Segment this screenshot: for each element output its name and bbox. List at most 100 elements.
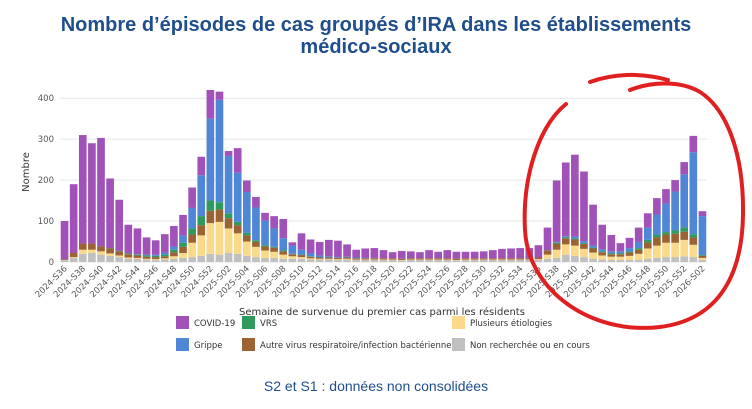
- bar-segment: [498, 248, 506, 259]
- bar-segment: [242, 180, 251, 192]
- bar-segment: [124, 257, 133, 259]
- bar-segment: [680, 227, 689, 232]
- bar-segment: [270, 216, 278, 229]
- bars: [60, 90, 707, 262]
- bar-segment: [78, 253, 87, 262]
- bar-segment: [361, 248, 370, 258]
- bar-segment: [133, 255, 142, 258]
- bar-segment: [689, 234, 698, 238]
- bar-segment: [206, 118, 215, 201]
- bar-segment: [698, 255, 707, 258]
- legend: COVID-19 VRS Plusieurs étiologies Grippe Aut…: [176, 316, 590, 351]
- bar-segment: [634, 227, 643, 242]
- bar-segment: [698, 255, 707, 256]
- bar-segment: [124, 253, 133, 255]
- bar-segment: [671, 191, 679, 231]
- bar-segment: [643, 248, 652, 259]
- bar-segment: [142, 259, 151, 262]
- bar-segment: [115, 257, 124, 262]
- bar-segment: [425, 258, 433, 260]
- bar-segment: [580, 257, 588, 262]
- bar-segment: [252, 207, 260, 241]
- bar-segment: [634, 249, 643, 254]
- bar-segment: [315, 241, 324, 256]
- bar-segment: [598, 252, 607, 256]
- bar-segment: [297, 255, 306, 258]
- bar-segment: [589, 248, 597, 253]
- bar-segment: [616, 251, 625, 254]
- bar-segment: [598, 249, 607, 252]
- bar-segment: [625, 237, 634, 249]
- bar-segment: [643, 242, 652, 249]
- bar-segment: [115, 255, 124, 258]
- bar-segment: [106, 178, 114, 249]
- bar-segment: [571, 245, 579, 256]
- bar-segment: [625, 259, 634, 262]
- bar-segment: [470, 258, 479, 260]
- bar-segment: [388, 252, 397, 259]
- bar-segment: [571, 236, 579, 239]
- bar-segment: [397, 250, 406, 259]
- bar-segment: [561, 237, 570, 239]
- bar-segment: [589, 258, 597, 262]
- bar-segment: [479, 258, 488, 260]
- bar-segment: [215, 99, 224, 203]
- bar-segment: [242, 232, 251, 236]
- bar-segment: [370, 248, 379, 258]
- bar-segment: [552, 241, 561, 243]
- bar-segment: [334, 257, 342, 260]
- bar-segment: [425, 250, 433, 259]
- bar-segment: [589, 245, 597, 248]
- bar-segment: [489, 250, 497, 259]
- bar-segment: [224, 218, 233, 229]
- bar-segment: [379, 259, 388, 262]
- legend-swatch: [176, 338, 189, 351]
- bar-segment: [261, 257, 269, 262]
- bar-segment: [197, 216, 206, 226]
- y-tick-label: 200: [38, 176, 54, 186]
- bar-segment: [561, 162, 570, 237]
- bar-segment: [343, 244, 351, 257]
- bar-segment: [233, 172, 242, 222]
- bar-segment: [288, 256, 297, 259]
- bar-segment: [598, 251, 607, 253]
- bar-segment: [115, 251, 124, 256]
- bar-segment: [242, 255, 251, 262]
- bar-segment: [407, 258, 415, 260]
- bar-segment: [88, 243, 96, 250]
- bar-segment: [206, 223, 215, 254]
- bar-segment: [188, 228, 196, 235]
- bar-segment: [279, 219, 288, 239]
- bar-segment: [589, 204, 597, 246]
- bar-segment: [543, 227, 552, 251]
- x-axis-ticks: 2024-S362024-S382024-S402024-S422024-S44…: [34, 264, 708, 300]
- bar-segment: [288, 254, 297, 257]
- bar-segment: [179, 214, 187, 236]
- chart-title: Nombre d’épisodes de cas groupés d’IRA d…: [0, 14, 752, 58]
- y-tick-label: 100: [38, 217, 54, 227]
- bar-segment: [279, 238, 288, 251]
- bar-segment: [279, 258, 288, 262]
- bar-segment: [124, 258, 133, 262]
- bar-segment: [206, 200, 215, 211]
- legend-label: Autre virus respiratoire/infection bacté…: [260, 340, 451, 351]
- bar-segment: [470, 259, 479, 262]
- bar-segment: [69, 252, 78, 258]
- bar-segment: [124, 224, 133, 254]
- bar-segment: [151, 257, 160, 260]
- bar-segment: [334, 240, 342, 258]
- bar-segment: [261, 212, 269, 221]
- bar-segment: [252, 257, 260, 262]
- x-axis-label: Semaine de survenue du premier cas parmi…: [239, 306, 525, 318]
- bar-segment: [662, 203, 670, 233]
- bar-segment: [625, 251, 634, 253]
- bar-segment: [561, 244, 570, 255]
- legend-swatch: [242, 316, 255, 329]
- bar-segment: [689, 152, 698, 235]
- y-axis-ticks: 0 100 200 300 400: [38, 94, 54, 268]
- bar-segment: [78, 135, 87, 244]
- bar-segment: [653, 237, 661, 246]
- bar-segment: [115, 199, 124, 251]
- bar-segment: [653, 234, 661, 238]
- bar-segment: [160, 254, 169, 257]
